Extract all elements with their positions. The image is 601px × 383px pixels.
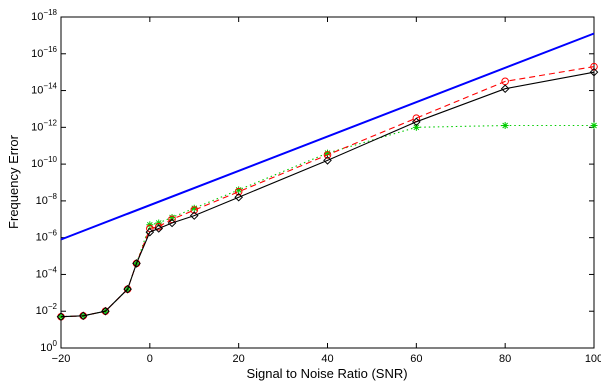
data-point	[101, 306, 110, 316]
y-tick-label: 10−2	[36, 302, 58, 317]
data-point	[190, 204, 198, 212]
data-point	[154, 224, 164, 233]
y-tick-label: 100	[40, 339, 57, 354]
data-point	[234, 192, 243, 202]
data-point	[56, 312, 66, 322]
data-point	[190, 206, 199, 214]
y-tick-label: 10−18	[31, 8, 57, 23]
data-point	[235, 186, 243, 194]
x-tick-label: 100	[585, 353, 601, 365]
data-point	[57, 313, 65, 321]
data-point	[500, 84, 510, 94]
data-point	[78, 311, 88, 321]
y-tick-label: 10−6	[36, 229, 58, 244]
data-point	[501, 121, 509, 129]
data-point	[189, 211, 199, 220]
data-point	[589, 67, 599, 77]
data-point	[168, 213, 176, 221]
y-axis-label: Frequency Error	[6, 134, 21, 229]
data-point	[123, 284, 132, 294]
x-tick-label: 80	[499, 353, 511, 365]
y-tick-label: 10−8	[36, 192, 58, 207]
axis-ticks: −20 0 20 40 60 80 100 100 10−2 10−4 10−6 10−8 10−10 1…	[31, 8, 601, 365]
y-tick-label: 10−14	[31, 82, 57, 97]
data-point	[412, 123, 420, 131]
series-line	[60, 71, 595, 318]
y-tick-label: 10−16	[31, 45, 57, 60]
data-point	[324, 149, 331, 157]
y-tick-label: 10−4	[36, 265, 58, 280]
series-layer	[56, 32, 599, 322]
y-tick-label: 10−12	[31, 118, 57, 133]
x-tick-label: 40	[321, 353, 333, 365]
data-point	[590, 62, 598, 71]
x-axis-label: Signal to Noise Ratio (SNR)	[246, 366, 407, 381]
series-line	[60, 32, 595, 241]
data-point	[167, 218, 177, 228]
series-0	[60, 32, 595, 241]
data-point	[323, 151, 332, 159]
data-point	[145, 227, 155, 237]
data-point	[132, 259, 141, 268]
x-tick-label: 20	[233, 353, 245, 365]
plot-frame	[60, 16, 595, 349]
x-tick-label: 60	[410, 353, 422, 365]
data-point	[323, 156, 332, 165]
x-tick-label: −20	[52, 353, 71, 365]
data-point	[234, 187, 243, 196]
x-tick-label: 0	[147, 353, 153, 365]
y-tick-label: 10−10	[31, 155, 57, 170]
series-3	[56, 67, 599, 322]
data-point	[590, 121, 598, 129]
data-point	[412, 117, 421, 127]
